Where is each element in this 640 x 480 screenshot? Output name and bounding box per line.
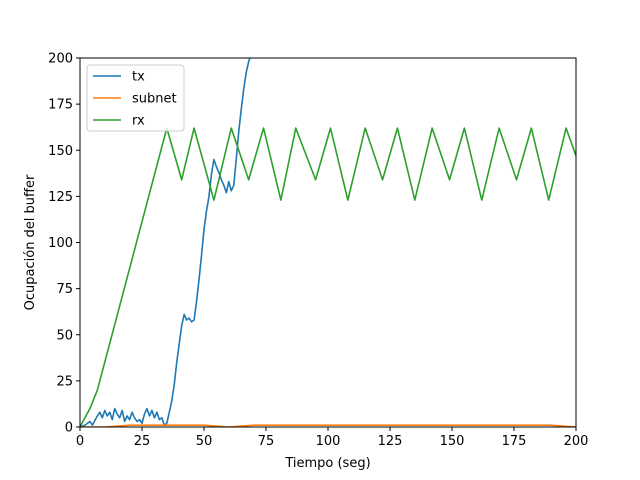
legend: tx subnet rx — [86, 64, 185, 132]
legend-label-rx: rx — [132, 114, 145, 129]
legend-label-subnet: subnet — [132, 92, 177, 107]
series-line-subnet — [80, 424, 576, 427]
y-tick-label: 175 — [48, 98, 73, 113]
series-line-rx — [80, 127, 576, 427]
y-tick-label: 200 — [48, 52, 73, 67]
legend-box — [86, 64, 185, 132]
y-axis: 0 25 50 75 100 125 150 175 200 — [48, 52, 80, 436]
x-tick-label: 50 — [196, 434, 213, 449]
y-tick-label: 0 — [65, 421, 73, 436]
y-tick-label: 50 — [56, 328, 73, 343]
legend-label-tx: tx — [132, 70, 145, 85]
x-tick-label: 100 — [316, 434, 341, 449]
x-tick-label: 25 — [134, 434, 151, 449]
x-tick-label: 175 — [502, 434, 527, 449]
series-layer — [80, 58, 576, 427]
series-line-tx — [80, 58, 251, 427]
x-tick-label: 75 — [258, 434, 275, 449]
x-axis: 0 25 50 75 100 125 150 175 200 — [76, 427, 589, 449]
y-axis-label: Ocupación del buffer — [23, 174, 38, 310]
y-tick-label: 125 — [48, 190, 73, 205]
x-tick-label: 150 — [440, 434, 465, 449]
y-tick-label: 75 — [56, 282, 73, 297]
y-tick-label: 150 — [48, 144, 73, 159]
x-tick-label: 0 — [76, 434, 84, 449]
x-tick-label: 200 — [564, 434, 589, 449]
y-tick-label: 25 — [56, 374, 73, 389]
x-axis-label: Tiempo (seg) — [284, 456, 370, 471]
y-tick-label: 100 — [48, 236, 73, 251]
x-tick-label: 125 — [378, 434, 403, 449]
